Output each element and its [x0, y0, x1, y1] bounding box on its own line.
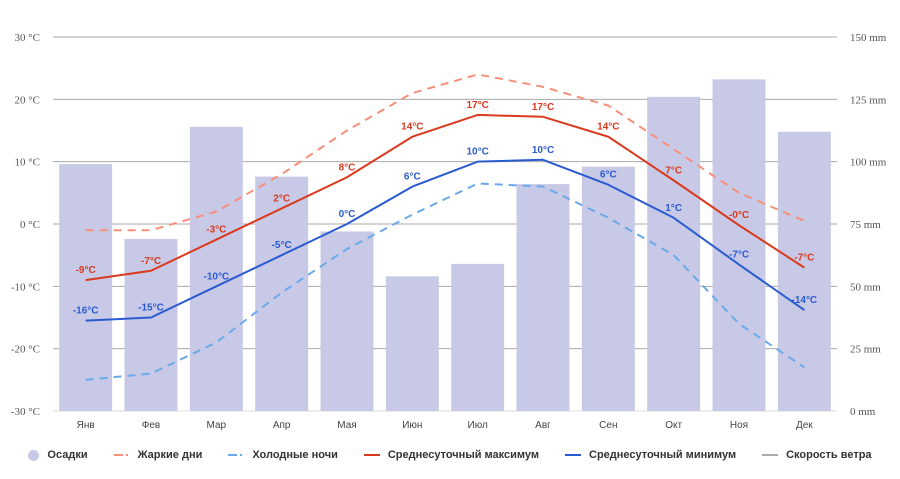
legend-item-precipitation[interactable]: Осадки [28, 449, 88, 461]
precipitation-bar [59, 164, 113, 411]
left-axis-tick-label: -20 °C [11, 344, 40, 356]
left-axis-tick-label: 0 °C [20, 219, 40, 231]
data-label: 17°C [532, 102, 554, 113]
data-label: -3°C [206, 225, 226, 236]
data-labels: -9°C -7°C -3°C 2°C 8°C 14°C 17°C 17°C 14°C 7°C -0°… [73, 100, 817, 317]
right-axis-tick-label: 25 mm [850, 344, 881, 356]
data-label: -10°C [203, 271, 229, 282]
grid-lines [53, 36, 837, 412]
precipitation-swatch-icon [28, 449, 40, 461]
legend-label: Скорость ветра [786, 449, 872, 461]
x-axis-tick-label: Июн [402, 420, 422, 431]
precipitation-bar [385, 276, 439, 411]
right-axis-tick-label: 50 mm [850, 281, 881, 293]
right-axis-tick-label: 100 mm [850, 157, 887, 169]
left-axis-tick-label: 10 °C [15, 157, 41, 169]
data-label: -14°C [791, 295, 817, 306]
x-axis-tick-label: Янв [77, 420, 95, 431]
legend-item-hot-days[interactable]: Жаркие дни [113, 449, 203, 461]
temperature-lines [85, 73, 805, 381]
series-line [85, 73, 805, 232]
x-axis-tick-label: Дек [796, 420, 813, 431]
legend-label: Среднесуточный минимум [589, 449, 737, 461]
data-label: 1°C [665, 203, 682, 214]
data-label: 14°C [401, 122, 423, 133]
right-axis-tick-label: 0 mm [850, 406, 876, 418]
legend-item-wind-speed[interactable]: Скорость ветра [762, 449, 872, 461]
data-label: -7°C [141, 256, 161, 267]
data-label: 7°C [665, 165, 682, 176]
data-label: -7°C [794, 253, 814, 264]
data-label: 6°C [600, 170, 617, 181]
series-line [85, 158, 805, 322]
left-axis-tick-label: -30 °C [11, 406, 40, 418]
data-label: 14°C [597, 122, 619, 133]
data-label: 10°C [532, 145, 554, 156]
right-axis-tick-label: 125 mm [850, 94, 887, 106]
hot-days-swatch-icon [113, 454, 130, 456]
data-label: 10°C [466, 147, 488, 158]
x-axis-tick-label: Фев [142, 420, 160, 431]
precipitation-bar [320, 231, 374, 411]
x-axis-ticks: Янв Фев Мар Апр Мая Июн Июл Авг Сен Окт Ноя Дек [77, 420, 814, 431]
x-axis-tick-label: Окт [665, 420, 682, 431]
data-label: -0°C [729, 210, 749, 221]
climate-chart: -9°C -7°C -3°C 2°C 8°C 14°C 17°C 17°C 14°C 7°C -0°… [11, 32, 887, 431]
legend-label: Осадки [47, 449, 88, 461]
x-axis-tick-label: Авг [535, 420, 551, 431]
right-axis-tick-label: 75 mm [850, 219, 881, 231]
x-axis-tick-label: Ноя [730, 420, 748, 431]
legend-item-daily-max[interactable]: Среднесуточный максимум [363, 449, 539, 461]
data-label: -15°C [138, 303, 164, 314]
legend-label: Среднесуточный максимум [387, 449, 539, 461]
precipitation-bar [777, 131, 831, 411]
legend: Осадки Жаркие дни Холодные ночи Среднесу… [0, 444, 900, 466]
x-axis-tick-label: Апр [273, 420, 291, 431]
precipitation-bar [516, 184, 570, 411]
data-label: 17°C [466, 100, 488, 111]
x-axis-tick-label: Мая [337, 420, 356, 431]
precipitation-bar [451, 263, 505, 411]
precipitation-bar [647, 96, 701, 411]
data-label: 0°C [339, 209, 356, 220]
x-axis-tick-label: Июл [468, 420, 488, 431]
precipitation-bars [59, 79, 831, 412]
precipitation-bar [255, 176, 309, 411]
series-line [85, 182, 805, 381]
x-axis-tick-label: Мар [207, 420, 227, 431]
data-label: -5°C [272, 240, 292, 251]
daily-min-swatch-icon [565, 454, 581, 456]
left-axis-tick-label: 20 °C [15, 94, 41, 106]
data-label: 6°C [404, 172, 421, 183]
left-axis-tick-label: -10 °C [11, 281, 40, 293]
x-axis-tick-label: Сен [599, 420, 617, 431]
right-axis-ticks: 150 mm 125 mm 100 mm 75 mm 50 mm 25 mm 0 mm [850, 32, 887, 418]
left-axis-ticks: 30 °C 20 °C 10 °C 0 °C -10 °C -20 °C -30 °C [11, 32, 40, 418]
cold-nights-swatch-icon [228, 454, 245, 456]
data-label: -16°C [73, 306, 99, 317]
series-line [85, 113, 805, 282]
legend-item-daily-min[interactable]: Среднесуточный минимум [565, 449, 736, 461]
precipitation-bar [712, 79, 766, 412]
data-label: 8°C [339, 162, 356, 173]
data-label: -9°C [76, 265, 96, 276]
data-label: 2°C [273, 193, 290, 204]
precipitation-bar [189, 126, 243, 411]
legend-label: Холодные ночи [252, 449, 338, 461]
right-axis-tick-label: 150 mm [850, 32, 887, 44]
daily-max-swatch-icon [363, 454, 380, 456]
legend-item-cold-nights[interactable]: Холодные ночи [228, 449, 338, 461]
wind-speed-swatch-icon [762, 454, 779, 456]
legend-label: Жаркие дни [137, 449, 203, 461]
data-label: -7°C [729, 250, 749, 261]
precipitation-bar [581, 166, 635, 411]
left-axis-tick-label: 30 °C [15, 32, 41, 44]
precipitation-bar [124, 238, 178, 411]
